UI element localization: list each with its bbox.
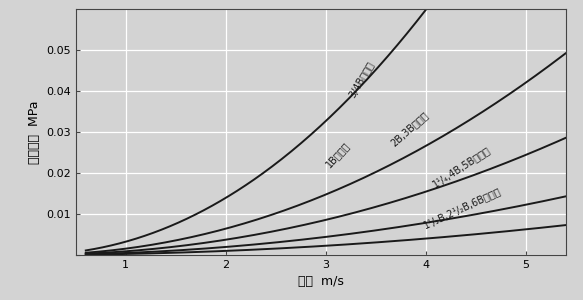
Text: 3/4Bパイプ: 3/4Bパイプ xyxy=(347,60,375,99)
Text: 1Bパイプ: 1Bパイプ xyxy=(323,140,351,169)
Text: 1¹/₂B,2¹/₂B,6Bパイプ: 1¹/₂B,2¹/₂B,6Bパイプ xyxy=(422,186,503,230)
Text: 2B,3Bパイプ: 2B,3Bパイプ xyxy=(389,110,430,148)
Text: 1¹/₄,4B,5Bパイプ: 1¹/₄,4B,5Bパイプ xyxy=(430,145,491,189)
X-axis label: 流速  m/s: 流速 m/s xyxy=(298,275,343,288)
Y-axis label: 圧力降下  MPa: 圧力降下 MPa xyxy=(27,100,41,164)
